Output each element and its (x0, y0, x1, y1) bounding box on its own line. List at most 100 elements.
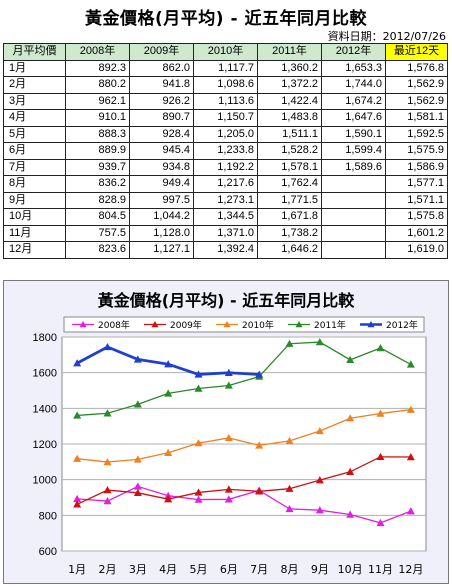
legend-marker (295, 321, 303, 328)
table-cell: 1,744.0 (321, 76, 386, 94)
x-tick-label: 8月 (281, 563, 299, 576)
table-cell: 926.2 (129, 92, 194, 110)
data-point (133, 488, 142, 497)
x-tick-label: 7月 (250, 563, 268, 576)
table-cell (321, 208, 386, 226)
header-latest-12-days: 最近12天 (385, 43, 448, 61)
table-cell: 910.1 (65, 109, 130, 127)
data-point (285, 504, 294, 513)
table-cell: 1,483.8 (257, 109, 322, 127)
table-cell: 934.8 (129, 158, 194, 176)
series-line-2011年 (77, 341, 412, 417)
data-point (133, 482, 142, 490)
table-cell: 939.7 (65, 158, 130, 176)
table-cell: 945.4 (129, 142, 194, 160)
table-cell: 862.0 (129, 59, 194, 77)
table-cell: 1,762.4 (257, 175, 322, 193)
table-cell: 1,562.9 (385, 76, 448, 94)
table-row: 6月 889.9 945.4 1,233.8 1,528.2 1,599.4 1,575.9 (3, 142, 448, 160)
data-point (406, 360, 415, 368)
table-cell: 1,646.2 (257, 241, 322, 259)
line-chart: 黃金價格(月平均) - 近五年同月比較 600 800 1000 1200 1400 160… (33, 291, 427, 576)
table-cell: 892.3 (65, 59, 130, 77)
table-cell: 1,589.6 (321, 158, 386, 176)
data-point (255, 370, 264, 378)
legend-marker (223, 321, 231, 328)
table-cell: 804.5 (65, 208, 130, 226)
legend-marker (79, 321, 87, 328)
data-point (376, 409, 385, 417)
data-point (224, 433, 233, 442)
header-2011: 2011年 (257, 43, 322, 61)
legend-label: 2009年 (170, 319, 202, 331)
data-point (194, 439, 203, 447)
table-cell: 997.5 (129, 191, 194, 209)
data-point (376, 518, 385, 527)
data-point (346, 467, 355, 475)
legend-box (63, 316, 425, 333)
table-cell: 1,592.5 (385, 125, 448, 143)
table-cell: 1,117.7 (193, 59, 258, 77)
table-cell: 1,619.0 (385, 241, 448, 259)
table-cell: 888.3 (65, 125, 130, 143)
table-row: 5月 888.3 928.4 1,205.0 1,511.1 1,590.1 1,592.5 (3, 125, 448, 143)
x-tick-label: 5月 (190, 563, 208, 576)
table-cell: 1,575.8 (385, 208, 448, 226)
row-month-label: 5月 (3, 125, 66, 143)
table-cell: 1,422.4 (257, 92, 322, 110)
data-point (194, 495, 203, 503)
data-point (285, 484, 294, 492)
table-cell: 828.9 (65, 191, 130, 209)
legend-label: 2012年 (386, 319, 418, 331)
table-row: 7月 939.7 934.8 1,192.2 1,578.1 1,589.6 1,586.9 (3, 158, 448, 176)
table-cell: 1,217.6 (193, 175, 258, 193)
table-cell: 890.7 (129, 109, 194, 127)
data-point (73, 411, 82, 419)
x-tick-label: 11月 (368, 563, 393, 576)
table-cell: 1,601.2 (385, 224, 448, 242)
header-month: 月平均價 (3, 43, 66, 61)
table-cell: 1,192.2 (193, 158, 258, 176)
data-point (194, 370, 203, 378)
data-point (133, 455, 142, 463)
x-tick-label: 6月 (220, 563, 238, 576)
y-tick-label: 1400 (33, 403, 57, 415)
row-month-label: 12月 (3, 241, 66, 259)
table-cell: 1,233.8 (193, 142, 258, 160)
data-point (103, 497, 112, 505)
data-point (315, 476, 324, 484)
table-cell: 1,581.1 (385, 109, 448, 127)
data-point (164, 495, 173, 503)
table-cell: 1,392.4 (193, 241, 258, 259)
table-cell: 1,771.5 (257, 191, 322, 209)
table-cell: 1,562.9 (385, 92, 448, 110)
data-point (224, 368, 233, 376)
table-cell: 1,647.6 (321, 109, 386, 127)
x-tick-label: 9月 (311, 563, 329, 576)
table-row: 9月 828.9 997.5 1,273.1 1,771.5 1,571.1 (3, 191, 448, 209)
table-cell: 1,371.0 (193, 224, 258, 242)
legend-label: 2010年 (242, 319, 274, 331)
table-cell: 1,098.6 (193, 76, 258, 94)
table-cell (321, 224, 386, 242)
x-tick-label: 4月 (159, 563, 177, 576)
table-cell: 1,127.1 (129, 241, 194, 259)
table-row: 10月 804.5 1,044.2 1,344.5 1,671.8 1,575.8 (3, 208, 448, 226)
data-point (164, 389, 173, 397)
row-month-label: 4月 (3, 109, 66, 127)
data-point (315, 426, 324, 435)
y-tick-label: 600 (39, 546, 57, 558)
data-point (133, 355, 142, 363)
data-point (346, 510, 355, 518)
x-tick-label: 12月 (398, 563, 423, 576)
table-cell: 1,671.8 (257, 208, 322, 226)
legend-marker (151, 321, 159, 328)
data-point (103, 409, 112, 417)
data-point (406, 405, 415, 413)
row-month-label: 2月 (3, 76, 66, 94)
table-cell (321, 191, 386, 209)
data-point (133, 400, 142, 408)
row-month-label: 7月 (3, 158, 66, 176)
table-row: 3月 962.1 926.2 1,113.6 1,422.4 1,674.2 1,562.9 (3, 92, 448, 110)
table-cell: 1,360.2 (257, 59, 322, 77)
